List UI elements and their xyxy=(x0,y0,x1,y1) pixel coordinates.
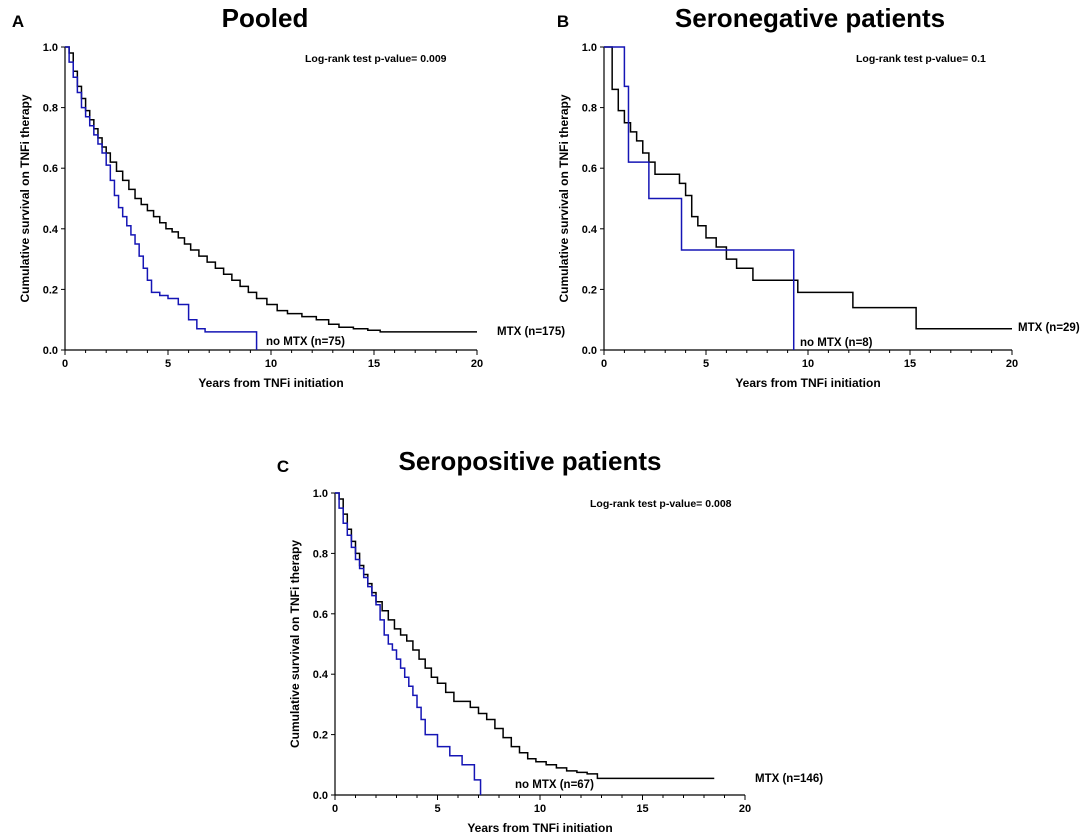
chart-title: Pooled xyxy=(222,3,309,33)
panel-b: B Seronegative patients 0.0 0.2 0.4 0.6 0.8 1.0… xyxy=(557,3,1080,390)
x-tick-label: 0 xyxy=(332,803,338,815)
x-tick-label: 5 xyxy=(434,803,440,815)
series-label-mtx: MTX (n=146) xyxy=(755,773,823,785)
x-tick-label: 20 xyxy=(1006,358,1018,370)
x-tick-label: 15 xyxy=(904,358,916,370)
x-tick-label: 5 xyxy=(165,358,171,370)
y-tick-label: 0.6 xyxy=(43,163,58,175)
y-tick-label: 1.0 xyxy=(582,42,597,54)
panel-a: A Pooled 0.0 0.2 0.4 0.6 0.8 1.0 0 5 10 15 20 Years f… xyxy=(12,3,565,390)
x-tick-label: 15 xyxy=(636,803,648,815)
y-axis-label: Cumulative survival on TNFi therapy xyxy=(557,94,571,302)
y-tick-label: 0.8 xyxy=(582,103,597,115)
y-tick-label: 1.0 xyxy=(43,42,58,54)
y-tick-label: 1.0 xyxy=(313,488,328,500)
panel-letter: B xyxy=(557,12,569,31)
chart-title: Seropositive patients xyxy=(399,446,662,476)
panel-letter: A xyxy=(12,12,24,31)
series-line-no-mtx xyxy=(65,46,258,350)
y-tick-label: 0.0 xyxy=(582,345,597,357)
y-tick-label: 0.6 xyxy=(582,163,597,175)
log-rank-annotation: Log-rank test p-value= 0.009 xyxy=(305,53,447,65)
log-rank-annotation: Log-rank test p-value= 0.1 xyxy=(856,53,986,65)
y-axis-label: Cumulative survival on TNFi therapy xyxy=(18,94,32,302)
series-line-mtx xyxy=(335,492,715,780)
y-tick-label: 0.8 xyxy=(43,103,58,115)
y-tick-label: 0.0 xyxy=(43,345,58,357)
x-axis-label: Years from TNFi initiation xyxy=(735,376,880,390)
x-tick-label: 0 xyxy=(601,358,607,370)
panel-letter: C xyxy=(277,457,289,476)
x-tick-label: 15 xyxy=(368,358,380,370)
series-line-no-mtx xyxy=(604,46,795,350)
series-label-no-mtx: no MTX (n=67) xyxy=(515,779,594,791)
y-tick-label: 0.4 xyxy=(43,224,59,236)
log-rank-annotation: Log-rank test p-value= 0.008 xyxy=(590,498,732,510)
series-line-no-mtx xyxy=(335,492,482,795)
x-tick-label: 10 xyxy=(534,803,546,815)
y-tick-label: 0.4 xyxy=(313,669,329,681)
x-tick-label: 10 xyxy=(265,358,277,370)
chart-title: Seronegative patients xyxy=(675,3,945,33)
series-label-mtx: MTX (n=29) xyxy=(1018,322,1080,334)
x-axis-label: Years from TNFi initiation xyxy=(467,821,612,835)
y-tick-label: 0.2 xyxy=(43,284,58,296)
y-tick-label: 0.4 xyxy=(582,224,598,236)
series-label-mtx: MTX (n=175) xyxy=(497,326,565,338)
y-tick-label: 0.8 xyxy=(313,548,328,560)
x-axis-label: Years from TNFi initiation xyxy=(198,376,343,390)
x-tick-label: 20 xyxy=(739,803,751,815)
series-label-no-mtx: no MTX (n=8) xyxy=(800,337,873,349)
x-tick-label: 0 xyxy=(62,358,68,370)
series-line-mtx xyxy=(604,46,1012,330)
x-tick-label: 10 xyxy=(802,358,814,370)
y-tick-label: 0.2 xyxy=(582,284,597,296)
y-tick-label: 0.6 xyxy=(313,609,328,621)
y-axis-label: Cumulative survival on TNFi therapy xyxy=(288,540,302,748)
panel-c: C Seropositive patients 0.0 0.2 0.4 0.6 0.8 1.0… xyxy=(277,446,823,835)
y-tick-label: 0.0 xyxy=(313,790,328,802)
y-tick-label: 0.2 xyxy=(313,730,328,742)
series-label-no-mtx: no MTX (n=75) xyxy=(266,336,345,348)
x-tick-label: 5 xyxy=(703,358,709,370)
series-line-mtx xyxy=(65,46,477,333)
x-tick-label: 20 xyxy=(471,358,483,370)
